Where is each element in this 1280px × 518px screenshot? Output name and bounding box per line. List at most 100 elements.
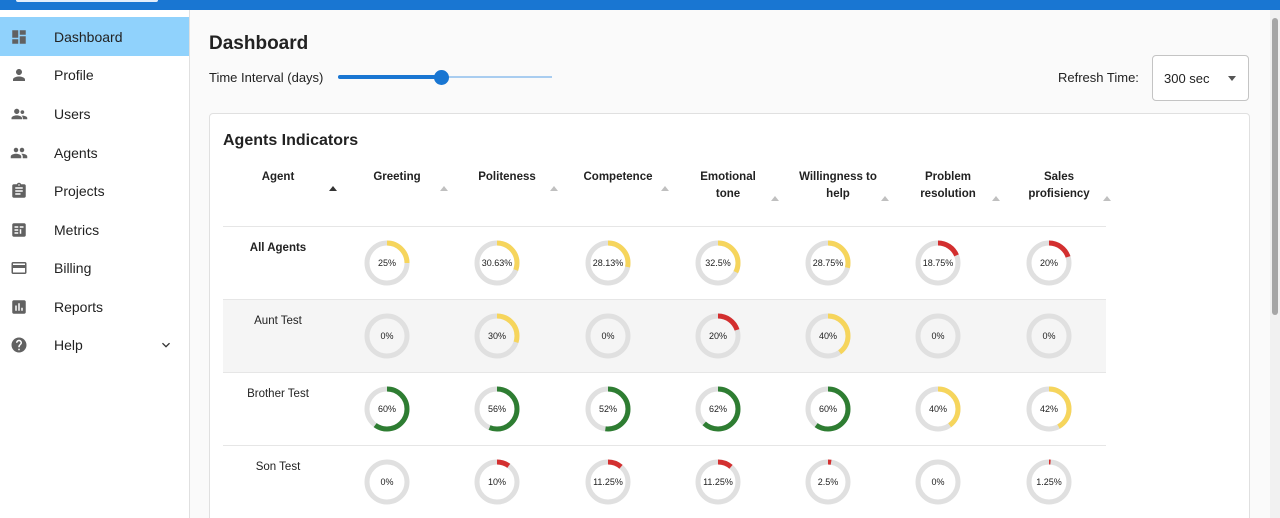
- column-header-label-2: resolution: [920, 188, 976, 200]
- ring-value-arc: [585, 240, 631, 286]
- table-row: Son Test 0% 10% 11.25% 11.25% 2.5% 0% 1.25%: [223, 445, 1106, 518]
- table-row: All Agents 25% 30.63% 28.13% 32.5% 28.75% 18.7…: [223, 226, 1106, 299]
- sort-arrow-icon[interactable]: [329, 186, 337, 191]
- sidebar-item-billing[interactable]: Billing: [0, 248, 189, 287]
- column-header[interactable]: Willingness to help: [788, 169, 888, 203]
- card-title: Agents Indicators: [223, 132, 359, 149]
- sort-arrow-icon[interactable]: [661, 186, 669, 191]
- sort-arrow-icon[interactable]: [771, 196, 779, 201]
- ring-value-arc: [474, 240, 520, 286]
- ring-svg: [695, 459, 741, 505]
- progress-ring: 56%: [472, 384, 522, 434]
- ring-value-arc: [805, 459, 851, 505]
- column-header-label: Competence: [583, 171, 653, 183]
- scrollbar[interactable]: [1270, 10, 1280, 518]
- sidebar-item-metrics[interactable]: Metrics: [0, 210, 189, 249]
- ring-value-arc: [474, 313, 520, 359]
- ring-value-arc: [915, 240, 961, 286]
- progress-ring: 30%: [472, 311, 522, 361]
- ring-track: [1026, 313, 1072, 359]
- progress-ring: 11.25%: [693, 457, 743, 507]
- agent-name: Brother Test: [247, 388, 309, 400]
- progress-ring: 28.13%: [583, 238, 633, 288]
- column-header[interactable]: Politeness: [457, 169, 557, 186]
- time-interval-slider[interactable]: [338, 69, 552, 87]
- progress-ring: 40%: [803, 311, 853, 361]
- ring-percent-label: 60%: [377, 404, 396, 414]
- time-interval-label: Time Interval (days): [209, 70, 324, 85]
- column-header[interactable]: Problem resolution: [898, 169, 998, 203]
- ring-svg: [474, 313, 520, 359]
- slider-thumb[interactable]: [433, 70, 449, 85]
- sidebar-item-help[interactable]: Help: [0, 325, 189, 364]
- progress-ring: 25%: [362, 238, 412, 288]
- person-icon: [10, 66, 28, 84]
- progress-ring: 1.25%: [1024, 457, 1074, 507]
- column-header-label-2: profisiency: [1028, 188, 1090, 200]
- column-header[interactable]: Sales profisiency: [1009, 169, 1109, 203]
- users-icon: [10, 105, 28, 123]
- refresh-time-select[interactable]: 300 sec: [1152, 55, 1249, 101]
- ring-svg: [474, 240, 520, 286]
- ring-value-arc: [1026, 459, 1072, 505]
- chevron-down-icon[interactable]: [158, 337, 174, 353]
- sidebar-item-profile[interactable]: Profile: [0, 55, 189, 94]
- sort-arrow-icon[interactable]: [550, 186, 558, 191]
- ring-svg: [364, 313, 410, 359]
- column-header[interactable]: Emotional tone: [678, 169, 778, 203]
- bar-chart-icon: [10, 298, 28, 316]
- column-header-label-2: help: [826, 188, 850, 200]
- dashboard-icon: [10, 28, 28, 46]
- ring-percent-label: 11.25%: [593, 477, 623, 487]
- sort-arrow-icon[interactable]: [881, 196, 889, 201]
- progress-ring: 28.75%: [803, 238, 853, 288]
- sort-arrow-icon[interactable]: [440, 186, 448, 191]
- ring-value-arc: [695, 313, 741, 359]
- ring-svg: [585, 459, 631, 505]
- column-header[interactable]: Competence: [568, 169, 668, 186]
- scrollbar-thumb[interactable]: [1272, 18, 1278, 315]
- sidebar-item-dashboard[interactable]: Dashboard: [0, 17, 189, 56]
- sidebar-item-agents[interactable]: Agents: [0, 133, 189, 172]
- ring-percent-label: 60%: [818, 404, 837, 414]
- agent-name: All Agents: [249, 242, 307, 254]
- progress-ring: 20%: [1024, 238, 1074, 288]
- ring-svg: [585, 386, 631, 432]
- ring-svg: [1026, 240, 1072, 286]
- sidebar-item-users[interactable]: Users: [0, 94, 189, 133]
- main-content: Dashboard Time Interval (days) Refresh T…: [190, 10, 1268, 518]
- ring-percent-label: 0%: [1042, 331, 1056, 341]
- sort-arrow-icon[interactable]: [992, 196, 1000, 201]
- progress-ring: 52%: [583, 384, 633, 434]
- ring-percent-label: 25%: [377, 258, 396, 268]
- ring-svg: [915, 459, 961, 505]
- ring-track: [364, 459, 410, 505]
- progress-ring: 10%: [472, 457, 522, 507]
- refresh-time-value: 300 sec: [1164, 71, 1210, 86]
- column-header-label-2: tone: [715, 188, 741, 200]
- sidebar-item-projects[interactable]: Projects: [0, 171, 189, 210]
- ring-svg: [474, 459, 520, 505]
- ring-value-arc: [364, 386, 410, 432]
- ring-percent-label: 42%: [1039, 404, 1058, 414]
- column-header[interactable]: Greeting: [347, 169, 447, 186]
- progress-ring: 0%: [1024, 311, 1074, 361]
- ring-percent-label: 0%: [601, 331, 615, 341]
- metrics-icon: [10, 221, 28, 239]
- ring-percent-label: 40%: [818, 331, 837, 341]
- column-header[interactable]: Agent: [228, 169, 328, 186]
- ring-svg: [915, 313, 961, 359]
- sort-arrow-icon[interactable]: [1103, 196, 1111, 201]
- app-bar-field[interactable]: [16, 0, 158, 2]
- ring-svg: [805, 240, 851, 286]
- progress-ring: 0%: [362, 457, 412, 507]
- ring-svg: [364, 386, 410, 432]
- agents-indicators-card: Agents Indicators Agent Greeting Politenes…: [209, 113, 1250, 518]
- ring-percent-label: 30.63%: [481, 258, 513, 268]
- ring-svg: [585, 313, 631, 359]
- table-row: Aunt Test 0% 30% 0% 20% 40% 0% 0%: [223, 299, 1106, 372]
- ring-track: [915, 459, 961, 505]
- ring-svg: [915, 386, 961, 432]
- sidebar-item-reports[interactable]: Reports: [0, 287, 189, 326]
- ring-svg: [695, 240, 741, 286]
